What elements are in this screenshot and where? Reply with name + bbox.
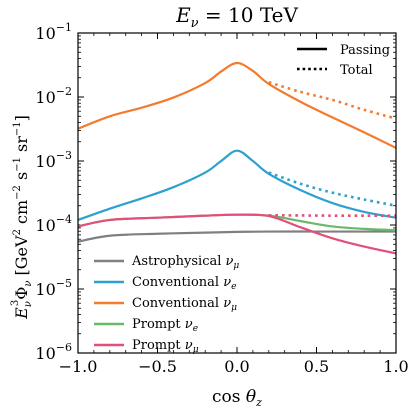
style-legend-passing-label: Passing [340, 43, 390, 58]
x-tick-label: 0.5 [304, 357, 329, 376]
legend-entry-conventional-numu: Conventional νμ [94, 296, 237, 313]
series-lines [78, 61, 396, 255]
legend-entry-prompt-nue: Prompt νe [94, 317, 198, 334]
x-tick-label: 0.0 [224, 357, 249, 376]
series-prompt_e-passing-line [78, 213, 396, 232]
x-axis-label: cos θz [212, 387, 262, 409]
y-tick-label: 10−5 [35, 277, 72, 299]
y-tick-label: 10−4 [35, 213, 72, 235]
species-legend: Astrophysical νμ Conventional νe Convent… [94, 254, 239, 355]
y-tick-label: 10−2 [35, 85, 72, 107]
x-tick-label: −1.0 [59, 357, 98, 376]
axis-ticks [77, 32, 397, 354]
y-tick-label: 10−6 [35, 341, 72, 363]
y-tick-label: 10−1 [35, 21, 72, 43]
legend-entry-astrophysical: Astrophysical νμ [94, 254, 239, 271]
series-conv_e-total-line [268, 171, 396, 208]
series-conv_mu-passing-line [78, 61, 396, 149]
x-tick-label: −0.5 [138, 357, 177, 376]
legend-label-prompt-nue: Prompt νe [132, 317, 198, 334]
x-tick-label: 1.0 [383, 357, 408, 376]
legend-label-astrophysical: Astrophysical νμ [131, 254, 239, 271]
legend-label-prompt-numu: Prompt νμ [132, 338, 199, 355]
series-conv_mu-total-line [268, 81, 396, 120]
legend-label-conventional-numu: Conventional νμ [132, 296, 237, 313]
y-axis-label: Eν3Φν [GeV2 cm−2 s−1 sr−1] [10, 115, 34, 320]
chart-title: Eν = 10 TeV [175, 3, 298, 31]
style-legend-total-label: Total [340, 63, 373, 78]
style-legend: Passing Total [297, 43, 390, 78]
legend-entry-prompt-numu: Prompt νμ [94, 338, 199, 355]
legend-label-conventional-nue: Conventional νe [132, 275, 236, 292]
tick-labels: −1.0 −0.5 0.0 0.5 1.0 10−6 10−5 10−4 10−3 10−2 10−… [35, 21, 408, 376]
series-astro-passing-line [78, 230, 396, 243]
plot-frame [77, 32, 397, 354]
series-conv_e-passing-line [78, 149, 396, 221]
series-prompt_mu-passing-line [78, 213, 396, 255]
legend-entry-conventional-nue: Conventional νe [94, 275, 236, 292]
y-tick-label: 10−3 [35, 149, 72, 171]
